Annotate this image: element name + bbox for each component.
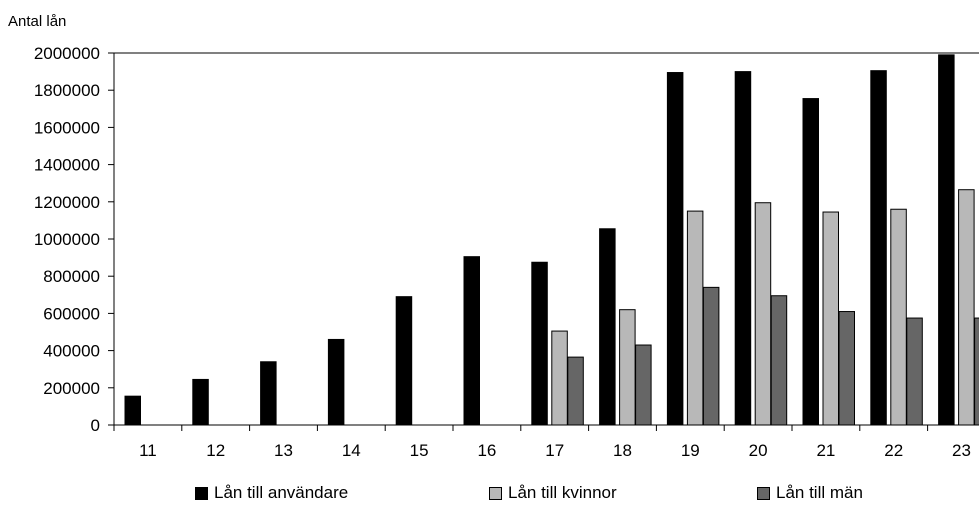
- bar-women-21: [822, 211, 839, 426]
- bar-users-13: [260, 361, 277, 426]
- y-tick-label: 1400000: [34, 156, 100, 175]
- bar-women-20: [754, 202, 772, 426]
- bar-users-12: [192, 378, 209, 426]
- bar-users-22: [870, 70, 887, 426]
- bar-women-22: [890, 208, 907, 426]
- x-tick-label: 17: [545, 441, 564, 460]
- bar-women-17: [551, 330, 568, 426]
- legend: Lån till användare Lån till kvinnor Lån …: [0, 483, 979, 508]
- bar-men-17: [567, 356, 584, 426]
- x-tick-label: 19: [681, 441, 700, 460]
- x-tick-label: 13: [274, 441, 293, 460]
- x-tick-label: 22: [884, 441, 903, 460]
- x-tick-label: 12: [206, 441, 225, 460]
- bar-users-14: [327, 338, 345, 426]
- legend-label-users: Lån till användare: [214, 483, 349, 502]
- y-tick-label: 0: [91, 416, 100, 435]
- x-tick-label: 14: [342, 441, 361, 460]
- legend-swatch-women: [489, 487, 502, 500]
- bar-men-23: [974, 317, 979, 426]
- bar-women-18: [619, 309, 636, 426]
- y-axis-title: Antal lån: [8, 13, 66, 30]
- bar-men-19: [702, 286, 720, 426]
- legend-item-men: Lån till män: [757, 483, 863, 508]
- legend-label-women: Lån till kvinnor: [508, 483, 617, 502]
- bar-men-21: [838, 311, 855, 426]
- bar-women-19: [686, 210, 704, 426]
- bar-users-11: [124, 395, 141, 426]
- bar-women-23: [958, 189, 975, 426]
- y-tick-label: 1800000: [34, 81, 100, 100]
- y-tick-label: 2000000: [34, 44, 100, 63]
- bar-users-17: [531, 261, 548, 426]
- x-tick-label: 16: [477, 441, 496, 460]
- x-tick-label: 15: [410, 441, 429, 460]
- y-tick-label: 400000: [43, 342, 100, 361]
- bar-users-16: [463, 256, 480, 426]
- bar-users-23: [938, 54, 955, 426]
- y-tick-label: 800000: [43, 267, 100, 286]
- legend-swatch-men: [757, 487, 770, 500]
- legend-label-men: Lån till män: [776, 483, 863, 502]
- bar-users-15: [395, 296, 413, 426]
- bar-men-22: [906, 317, 923, 426]
- x-tick-label: 21: [816, 441, 835, 460]
- bar-users-21: [802, 98, 819, 426]
- x-tick-label: 23: [952, 441, 971, 460]
- bar-users-20: [734, 71, 752, 426]
- legend-item-users: Lån till användare: [195, 483, 348, 508]
- x-tick-label: 18: [613, 441, 632, 460]
- y-tick-label: 1200000: [34, 193, 100, 212]
- bar-men-18: [635, 344, 652, 426]
- y-tick-label: 200000: [43, 379, 100, 398]
- x-tick-label: 11: [139, 441, 157, 460]
- bar-chart: Antal lån 0 200000 400000 600000 800000 10000…: [8, 13, 979, 460]
- y-tick-label: 1600000: [34, 118, 100, 137]
- y-tick-label: 600000: [43, 304, 100, 323]
- bar-men-20: [770, 295, 788, 426]
- legend-swatch-users: [195, 487, 208, 500]
- y-tick-label: 1000000: [34, 230, 100, 249]
- x-tick-label: 20: [749, 441, 768, 460]
- bar-users-18: [599, 228, 616, 426]
- legend-item-women: Lån till kvinnor: [489, 483, 617, 508]
- bar-users-19: [666, 72, 684, 426]
